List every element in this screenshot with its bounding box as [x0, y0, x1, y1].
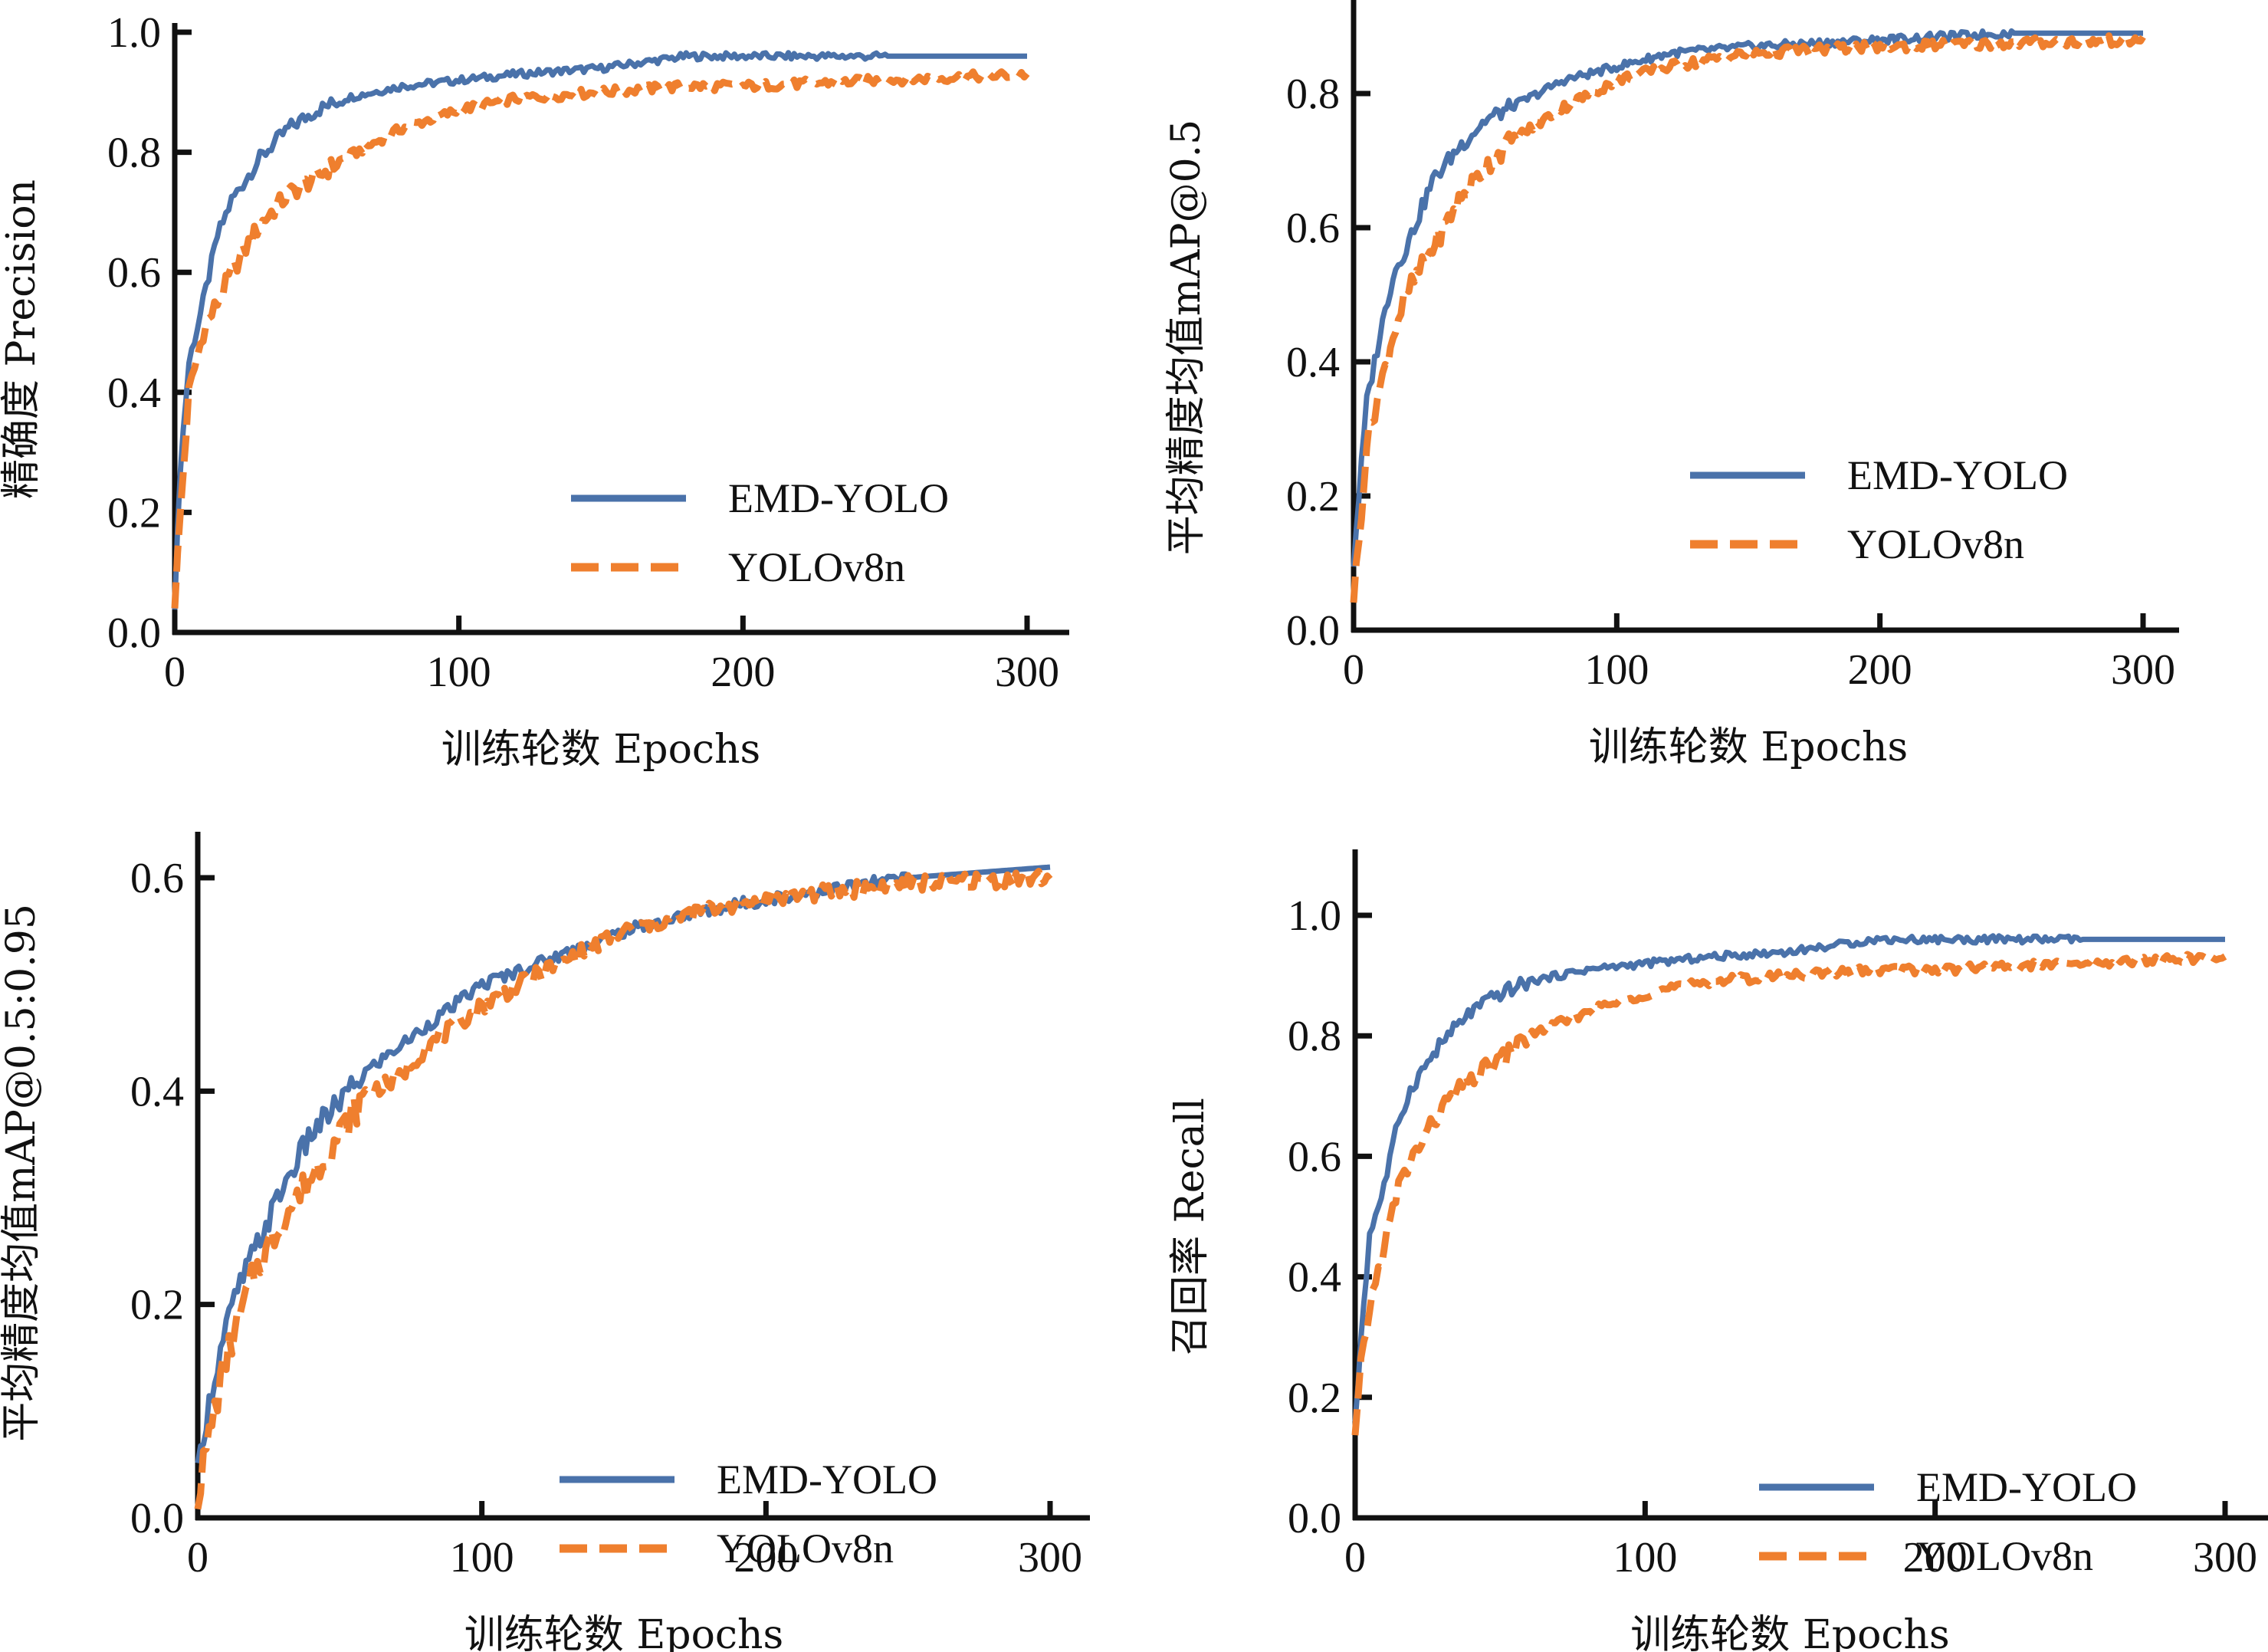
- x-axis-title: 训练轮数 Epochs: [1589, 724, 1908, 770]
- x-tick-label: 200: [734, 1534, 798, 1581]
- legend-label-yolov8n: YOLOv8n: [717, 1526, 894, 1572]
- y-tick-label: 1.0: [107, 9, 161, 57]
- y-tick-label: 0.6: [130, 855, 184, 902]
- y-tick-label: 0.8: [1288, 1013, 1341, 1060]
- panel-map50: 0.0 0.2 0.4 0.6 0.8 0 100 200 300 训练轮数 Epochs 平均精度…: [1150, 0, 2268, 797]
- x-tick-label: 0: [164, 649, 185, 696]
- x-tick-label: 0: [1344, 1534, 1366, 1581]
- y-tick-label: 0.4: [130, 1068, 184, 1115]
- y-tick-label: 0.2: [1286, 473, 1340, 521]
- x-tick-label: 300: [2111, 646, 2175, 694]
- y-axis-title: 召回率 Recall: [1167, 1098, 1213, 1355]
- x-tick-label: 100: [427, 649, 491, 696]
- y-axis-title: 精确度 Precision: [0, 179, 44, 499]
- legend-label-yolov8n: YOLOv8n: [1916, 1533, 2093, 1579]
- x-tick-label: 300: [2193, 1534, 2257, 1581]
- series-line-yolov8n: [1351, 951, 2227, 1436]
- y-axis-title: 平均精度均值mAP@0.5:0.95: [0, 904, 44, 1442]
- chart-map5095: 0.0 0.2 0.4 0.6 0 100 200 300 训练轮数 Epochs 平均精度均值m…: [0, 832, 1090, 1652]
- y-axis-title: 平均精度均值mAP@0.5: [1164, 120, 1209, 556]
- y-tick-label: 0.2: [1288, 1374, 1341, 1422]
- legend-label-emd-yolo: EMD-YOLO: [728, 475, 949, 521]
- y-tick-label: 0.0: [1286, 607, 1340, 655]
- y-tick-label: 0.4: [1288, 1254, 1341, 1302]
- series-line-emd-yolo: [172, 50, 1027, 610]
- legend: EMD-YOLO YOLOv8n: [571, 475, 949, 590]
- x-tick-label: 200: [1903, 1534, 1968, 1581]
- y-tick-label: 0.8: [107, 130, 161, 177]
- legend: EMD-YOLO YOLOv8n: [1690, 452, 2068, 567]
- chart-precision: 0.0 0.2 0.4 0.6 0.8 1.0 0 100 200 300 训练轮数 Epochs 精…: [0, 9, 1069, 773]
- x-axis-title: 训练轮数 Epochs: [1630, 1612, 1949, 1652]
- y-tick-label: 0.4: [107, 369, 161, 417]
- y-tick-label: 0.0: [107, 609, 161, 657]
- y-tick-label: 0.0: [130, 1495, 184, 1542]
- x-axis-title: 训练轮数 Epochs: [464, 1612, 783, 1652]
- y-tick-label: 0.2: [130, 1282, 184, 1329]
- x-tick-label: 300: [1018, 1534, 1082, 1581]
- series-line-yolov8n: [194, 868, 1053, 1510]
- y-tick-label: 0.6: [1288, 1133, 1341, 1181]
- x-tick-label: 200: [711, 649, 775, 696]
- y-tick-label: 0.4: [1286, 339, 1340, 386]
- panel-precision: 0.0 0.2 0.4 0.6 0.8 1.0 0 100 200 300 训练轮数 Epochs 精…: [0, 0, 1134, 797]
- legend: EMD-YOLO YOLOv8n: [560, 1457, 937, 1572]
- x-tick-label: 100: [1584, 646, 1649, 694]
- y-tick-label: 0.8: [1286, 71, 1340, 118]
- series-line-emd-yolo: [1352, 933, 2225, 1422]
- y-tick-label: 0.6: [107, 249, 161, 297]
- panel-recall: 0.0 0.2 0.4 0.6 0.8 1.0 0 100 200 300 训练轮数 Epochs 召…: [1150, 813, 2268, 1652]
- legend-label-yolov8n: YOLOv8n: [1847, 521, 2024, 567]
- y-tick-label: 0.6: [1286, 205, 1340, 252]
- legend-label-emd-yolo: EMD-YOLO: [717, 1457, 937, 1503]
- y-tick-label: 0.0: [1288, 1495, 1341, 1542]
- x-tick-label: 0: [187, 1534, 208, 1581]
- x-tick-label: 100: [1613, 1534, 1677, 1581]
- legend-label-yolov8n: YOLOv8n: [728, 544, 905, 590]
- legend: EMD-YOLO YOLOv8n: [1759, 1464, 2137, 1579]
- legend-label-emd-yolo: EMD-YOLO: [1847, 452, 2068, 498]
- y-tick-label: 1.0: [1288, 892, 1341, 940]
- panel-map5095: 0.0 0.2 0.4 0.6 0 100 200 300 训练轮数 Epochs 平均精度均值m…: [0, 813, 1134, 1652]
- series-line-yolov8n: [171, 68, 1030, 609]
- chart-map50: 0.0 0.2 0.4 0.6 0.8 0 100 200 300 训练轮数 Epochs 平均精度…: [1164, 0, 2179, 770]
- x-tick-label: 100: [450, 1534, 514, 1581]
- legend-label-emd-yolo: EMD-YOLO: [1916, 1464, 2137, 1510]
- x-axis-title: 训练轮数 Epochs: [441, 727, 760, 773]
- series-line-yolov8n: [1350, 31, 2146, 603]
- chart-recall: 0.0 0.2 0.4 0.6 0.8 1.0 0 100 200 300 训练轮数 Epochs 召…: [1167, 849, 2268, 1652]
- series-line-emd-yolo: [1351, 28, 2144, 567]
- y-tick-label: 0.2: [107, 489, 161, 537]
- x-tick-label: 0: [1343, 646, 1364, 694]
- x-tick-label: 300: [995, 649, 1059, 696]
- x-tick-label: 200: [1848, 646, 1912, 694]
